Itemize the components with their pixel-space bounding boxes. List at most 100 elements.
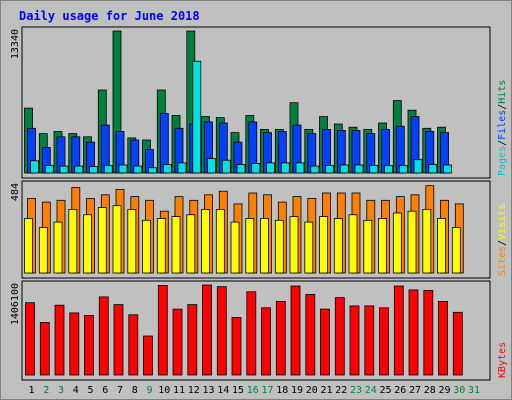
panel-hits-files-pages	[21, 26, 491, 179]
bar-kbytes-day-13	[202, 284, 212, 376]
day-label-7: 7	[117, 385, 123, 396]
day-label-9: 9	[146, 385, 152, 396]
legend-item: Files	[497, 110, 508, 140]
day-label-13: 13	[202, 385, 214, 396]
bar-kbytes-day-15	[231, 316, 242, 376]
bar-kbytes-day-18	[275, 300, 286, 376]
bar-sites-day-3	[53, 221, 63, 274]
bar-pages-day-23	[354, 164, 364, 174]
day-label-6: 6	[102, 385, 108, 396]
bar-kbytes-day-19	[290, 285, 301, 376]
day-label-3: 3	[58, 385, 64, 396]
bar-kbytes-day-2	[39, 322, 50, 376]
bar-sites-day-7	[112, 205, 122, 274]
bar-pages-day-10	[162, 164, 172, 174]
bar-kbytes-day-7	[113, 304, 124, 376]
day-label-24: 24	[365, 385, 377, 396]
bar-pages-day-5	[89, 166, 98, 174]
bar-kbytes-day-27	[408, 289, 419, 376]
bar-files-day-10	[159, 113, 169, 174]
bar-pages-day-21	[325, 165, 334, 174]
bar-kbytes-day-14	[216, 286, 227, 376]
bar-pages-day-12	[192, 60, 202, 174]
day-label-20: 20	[306, 385, 318, 396]
bar-pages-day-7	[118, 164, 128, 174]
bar-kbytes-day-8	[128, 314, 139, 376]
bar-kbytes-day-30	[452, 311, 463, 376]
day-label-2: 2	[43, 385, 49, 396]
bar-pages-day-28	[428, 164, 438, 174]
bar-pages-day-27	[413, 159, 423, 174]
bar-kbytes-day-10	[157, 284, 168, 376]
bar-sites-day-4	[68, 208, 78, 274]
bar-sites-day-30	[451, 227, 461, 274]
bar-sites-day-16	[245, 218, 255, 274]
bar-pages-day-9	[148, 167, 157, 174]
bar-pages-day-3	[59, 165, 69, 174]
bar-sites-day-13	[201, 208, 210, 274]
bar-pages-day-6	[103, 165, 113, 174]
legend-item: Sites	[497, 246, 508, 276]
bar-sites-day-26	[392, 212, 402, 274]
bar-sites-day-15	[230, 221, 240, 274]
day-label-23: 23	[350, 385, 362, 396]
bar-pages-day-26	[398, 165, 408, 174]
day-label-16: 16	[247, 385, 259, 396]
bar-kbytes-day-6	[98, 296, 109, 376]
bar-kbytes-day-20	[305, 293, 316, 376]
bar-sites-day-12	[186, 214, 196, 274]
ymax-label-kbytes: 1406100	[10, 283, 21, 325]
bar-pages-day-20	[310, 165, 320, 174]
legend-item: Hits	[497, 80, 508, 104]
bar-pages-day-17	[266, 162, 275, 174]
bar-sites-day-18	[274, 219, 284, 274]
bar-kbytes-day-25	[379, 307, 389, 376]
day-label-27: 27	[409, 385, 421, 396]
bar-sites-day-23	[348, 214, 358, 274]
bar-sites-day-10	[156, 218, 166, 274]
bar-sites-day-1	[24, 218, 33, 274]
bar-sites-day-29	[437, 218, 446, 274]
legend-item: /	[497, 240, 508, 246]
bar-kbytes-day-26	[393, 285, 404, 376]
bar-kbytes-day-23	[349, 305, 360, 376]
day-label-30: 30	[453, 385, 465, 396]
bar-kbytes-day-16	[246, 291, 257, 376]
bar-pages-day-24	[369, 165, 379, 174]
bar-kbytes-day-1	[25, 302, 35, 376]
bar-pages-day-25	[384, 165, 393, 174]
bar-sites-day-24	[363, 219, 373, 274]
bar-pages-day-2	[44, 165, 54, 174]
bar-kbytes-day-9	[143, 335, 153, 376]
day-label-15: 15	[232, 385, 244, 396]
bar-pages-day-13	[207, 158, 216, 174]
bar-kbytes-day-5	[84, 315, 94, 376]
ymax-label-hits-files-pages: 13340	[10, 29, 21, 59]
bar-sites-day-21	[319, 216, 328, 274]
bar-pages-day-19	[295, 162, 305, 174]
bar-sites-day-25	[378, 218, 387, 274]
day-label-31: 31	[468, 385, 480, 396]
day-label-12: 12	[188, 385, 200, 396]
bar-pages-day-15	[236, 164, 246, 174]
day-label-8: 8	[132, 385, 138, 396]
bar-pages-day-16	[251, 162, 261, 174]
bar-kbytes-day-29	[438, 300, 448, 376]
bar-sites-day-19	[289, 216, 299, 274]
legend-hits-files-pages: Pages/Files/Hits	[497, 80, 508, 176]
day-label-29: 29	[438, 385, 450, 396]
legend-item: Pages	[497, 146, 508, 176]
day-label-28: 28	[424, 385, 436, 396]
bar-sites-day-14	[215, 208, 225, 274]
day-label-5: 5	[87, 385, 93, 396]
legend-kbytes: KBytes	[497, 342, 508, 378]
bar-pages-day-11	[177, 162, 187, 174]
bar-pages-day-4	[74, 165, 84, 174]
day-label-1: 1	[28, 385, 34, 396]
bar-kbytes-day-22	[334, 297, 345, 376]
day-label-22: 22	[335, 385, 347, 396]
legend-visits-sites: Sites/Visits	[497, 204, 508, 276]
bar-pages-day-8	[133, 165, 143, 174]
bar-kbytes-day-17	[261, 307, 271, 376]
